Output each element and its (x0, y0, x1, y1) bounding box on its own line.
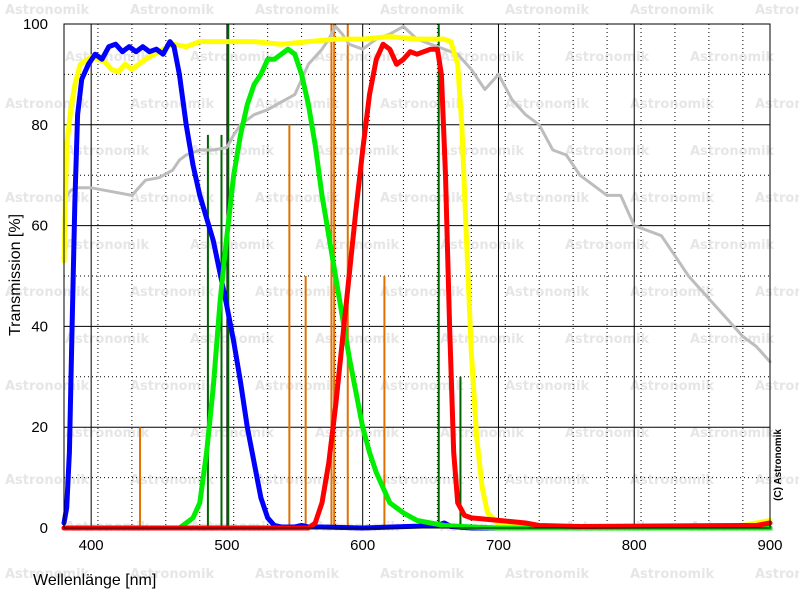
watermark-text: Astronomik (690, 144, 775, 159)
watermark-text: Astronomik (630, 191, 715, 206)
watermark-text: Astronomik (315, 238, 400, 253)
series-lines (61, 25, 773, 531)
green-transmission-curve (61, 46, 773, 531)
watermark-text: Astronomik (190, 426, 275, 441)
watermark-text: Astronomik (130, 567, 215, 582)
copyright-label: (C) Astronomik (773, 429, 784, 501)
watermark-text: Astronomik (755, 379, 799, 394)
watermark-text: Astronomik (505, 191, 590, 206)
watermark-text: Astronomik (755, 285, 799, 300)
watermark-text: Astronomik (315, 426, 400, 441)
y-tick-label: 40 (31, 318, 48, 335)
watermark-text: Astronomik (565, 50, 650, 65)
x-tick-label: 500 (214, 537, 239, 554)
watermark-text: Astronomik (5, 473, 90, 488)
watermark-text: Astronomik (255, 473, 340, 488)
emission-lines (139, 24, 462, 528)
watermark-text: Astronomik (440, 238, 525, 253)
x-tick-label: 400 (79, 537, 104, 554)
watermark-text: Astronomik (255, 191, 340, 206)
watermark-text: Astronomik (190, 238, 275, 253)
watermark-text: Astronomik (755, 97, 799, 112)
watermark-text: Astronomik (130, 191, 215, 206)
x-tick-label: 600 (350, 537, 375, 554)
watermark-text: Astronomik (440, 332, 525, 347)
watermark-text: Astronomik (130, 97, 215, 112)
watermark-text: Astronomik (190, 144, 275, 159)
watermark-text: Astronomik (255, 379, 340, 394)
watermark-text: Astronomik (505, 97, 590, 112)
x-tick-label: 800 (622, 537, 647, 554)
watermark-text: Astronomik (380, 473, 465, 488)
watermark-text: Astronomik (315, 50, 400, 65)
watermark-text: Astronomik (755, 191, 799, 206)
watermark-text: Astronomik (255, 567, 340, 582)
watermark-text: Astronomik (65, 332, 150, 347)
watermark-text: Astronomik (315, 332, 400, 347)
watermark-text: Astronomik (690, 426, 775, 441)
y-tick-label: 100 (23, 16, 48, 33)
watermark-text: Astronomik (755, 473, 799, 488)
watermark-text: Astronomik (65, 426, 150, 441)
watermark-text: Astronomik (565, 332, 650, 347)
watermark-text: Astronomik (380, 3, 465, 18)
watermark-text: Astronomik (630, 473, 715, 488)
watermark-text: Astronomik (5, 379, 90, 394)
watermark-text: Astronomik (130, 3, 215, 18)
watermark-text: Astronomik (505, 379, 590, 394)
y-tick-label: 60 (31, 218, 48, 235)
watermark-text: Astronomik (65, 144, 150, 159)
watermark-text: Astronomik (755, 3, 799, 18)
watermark-text: Astronomik (690, 238, 775, 253)
watermark-text: Astronomik (380, 191, 465, 206)
x-tick-label: 900 (757, 537, 782, 554)
watermark-text: Astronomik (130, 379, 215, 394)
watermark-text: Astronomik (690, 50, 775, 65)
x-axis-title: Wellenlänge [nm] (33, 572, 156, 589)
watermark-text: Astronomik (505, 3, 590, 18)
watermark-text: Astronomik (5, 97, 90, 112)
watermark-text: Astronomik (505, 285, 590, 300)
watermark-text: Astronomik (315, 144, 400, 159)
watermark-text: Astronomik (630, 285, 715, 300)
y-tick-label: 20 (31, 419, 48, 436)
watermark-text: Astronomik (565, 238, 650, 253)
watermark-text: Astronomik (380, 285, 465, 300)
y-axis-title: Transmission [%] (7, 214, 24, 336)
watermark-text: Astronomik (380, 379, 465, 394)
watermark-text: Astronomik (755, 567, 799, 582)
watermark-text: Astronomik (630, 3, 715, 18)
watermark-text: Astronomik (690, 332, 775, 347)
watermark-text: Astronomik (5, 3, 90, 18)
watermark-text: Astronomik (630, 97, 715, 112)
watermark-text: Astronomik (255, 97, 340, 112)
watermark-text: Astronomik (5, 567, 90, 582)
watermark-text: Astronomik (565, 144, 650, 159)
watermark-text: Astronomik (380, 567, 465, 582)
plot-frame (63, 23, 771, 529)
watermark-text: Astronomik (565, 426, 650, 441)
watermark-text: Astronomik (190, 50, 275, 65)
watermark-text: Astronomik (255, 3, 340, 18)
tick-labels: 400 500 600 700 800 900 0 20 40 60 80 100 (23, 16, 783, 554)
y-tick-label: 0 (40, 520, 48, 537)
watermark-text: Astronomik (255, 285, 340, 300)
y-tick-label: 80 (31, 117, 48, 134)
watermark-text: Astronomik (130, 285, 215, 300)
watermark-text: Astronomik (440, 50, 525, 65)
x-tick-label: 700 (486, 537, 511, 554)
watermark-text: Astronomik (440, 144, 525, 159)
watermark-text: Astronomik (65, 238, 150, 253)
red-transmission-curve (61, 41, 773, 531)
watermark-text: Astronomik (630, 567, 715, 582)
watermark-text: Astronomik (505, 567, 590, 582)
watermark-text: Astronomik (630, 379, 715, 394)
watermark-text: Astronomik (505, 473, 590, 488)
watermark-text: Astronomik (380, 97, 465, 112)
watermark-text: Astronomik (5, 285, 90, 300)
watermark-text: Astronomik (130, 473, 215, 488)
